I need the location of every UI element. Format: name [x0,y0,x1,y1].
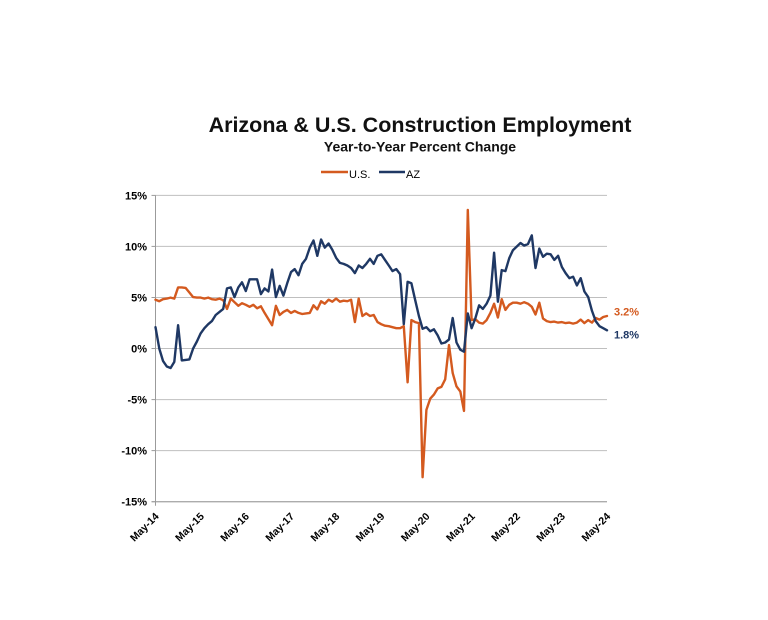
svg-text:0%: 0% [131,344,147,356]
svg-text:-5%: -5% [127,395,147,407]
svg-text:AZ: AZ [406,169,420,181]
svg-text:3.2%: 3.2% [614,307,639,319]
svg-text:Arizona & U.S. Construction Em: Arizona & U.S. Construction Employment [209,113,632,137]
svg-text:1.8%: 1.8% [614,330,639,342]
svg-text:U.S.: U.S. [349,169,370,181]
svg-text:15%: 15% [125,190,147,202]
svg-text:5%: 5% [131,293,147,305]
svg-text:10%: 10% [125,241,147,253]
svg-text:-15%: -15% [121,497,147,509]
svg-text:-10%: -10% [121,446,147,458]
svg-text:Year-to-Year Percent Change: Year-to-Year Percent Change [324,139,516,155]
